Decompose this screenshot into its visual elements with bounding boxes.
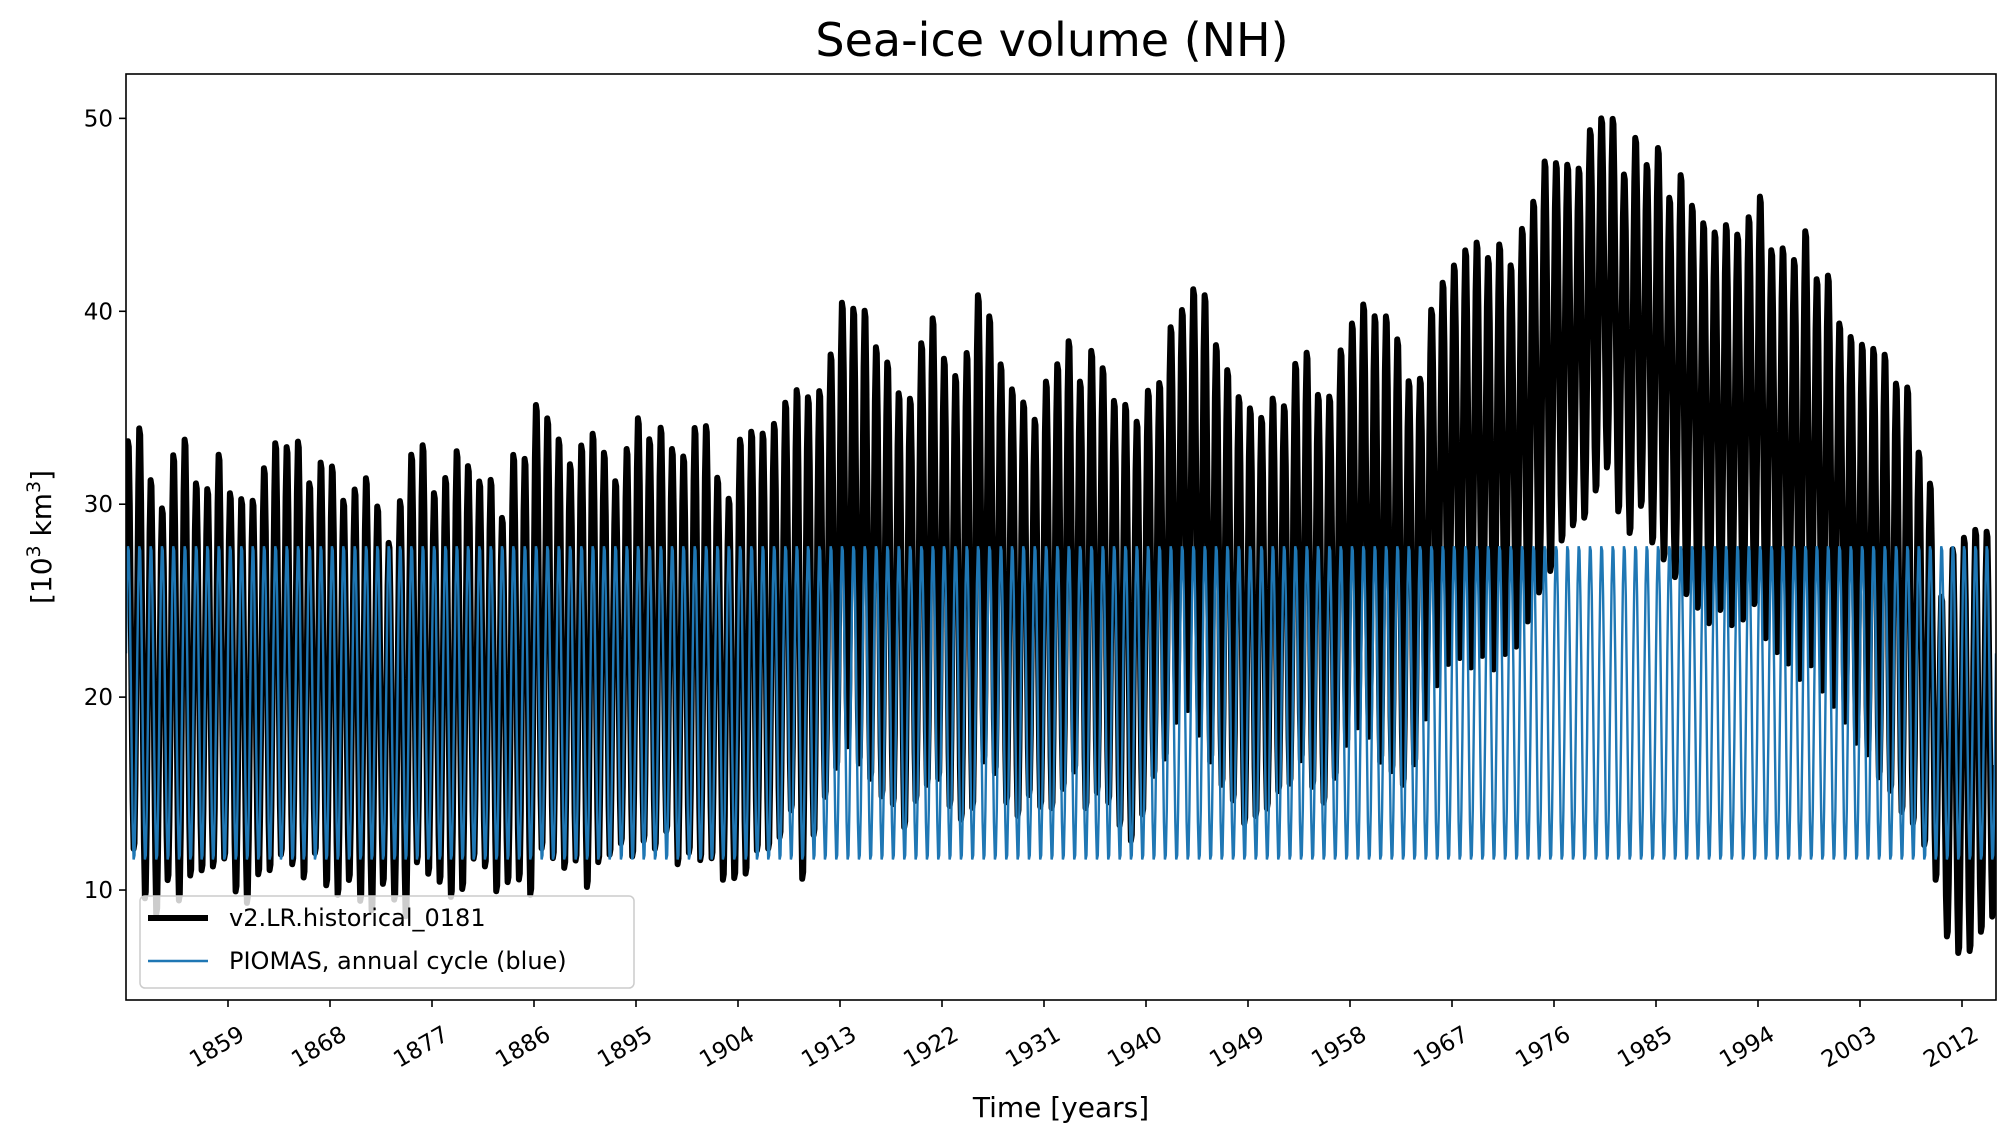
legend-box	[139, 895, 635, 989]
legend-label-piomas: PIOMAS, annual cycle (blue)	[229, 947, 567, 975]
y-axis-title: [103 km3]	[23, 470, 58, 604]
x-axis-title: Time [years]	[972, 1091, 1149, 1124]
legend: v2.LR.historical_0181 PIOMAS, annual cyc…	[139, 895, 635, 989]
series-line-piomas	[126, 546, 1996, 860]
y-axis: 10 20 30 40 50	[84, 106, 126, 904]
series-layer	[126, 115, 1996, 956]
y-tick-label: 10	[84, 878, 113, 904]
y-tick-label: 40	[84, 299, 113, 325]
y-axis-title-unit: km	[25, 493, 58, 545]
y-axis-title-base: [10	[25, 557, 58, 604]
chart-title: Sea-ice volume (NH)	[815, 13, 1288, 67]
y-tick-label: 20	[84, 685, 113, 711]
plot-frame	[125, 73, 1997, 1001]
y-tick-label: 30	[84, 492, 113, 518]
y-axis-title-close: ]	[25, 470, 58, 481]
y-tick-label: 50	[84, 106, 113, 132]
y-axis-title-unit-exp: 3	[23, 481, 45, 493]
legend-label-model: v2.LR.historical_0181	[229, 904, 486, 932]
y-axis-title-exp: 3	[23, 545, 45, 557]
